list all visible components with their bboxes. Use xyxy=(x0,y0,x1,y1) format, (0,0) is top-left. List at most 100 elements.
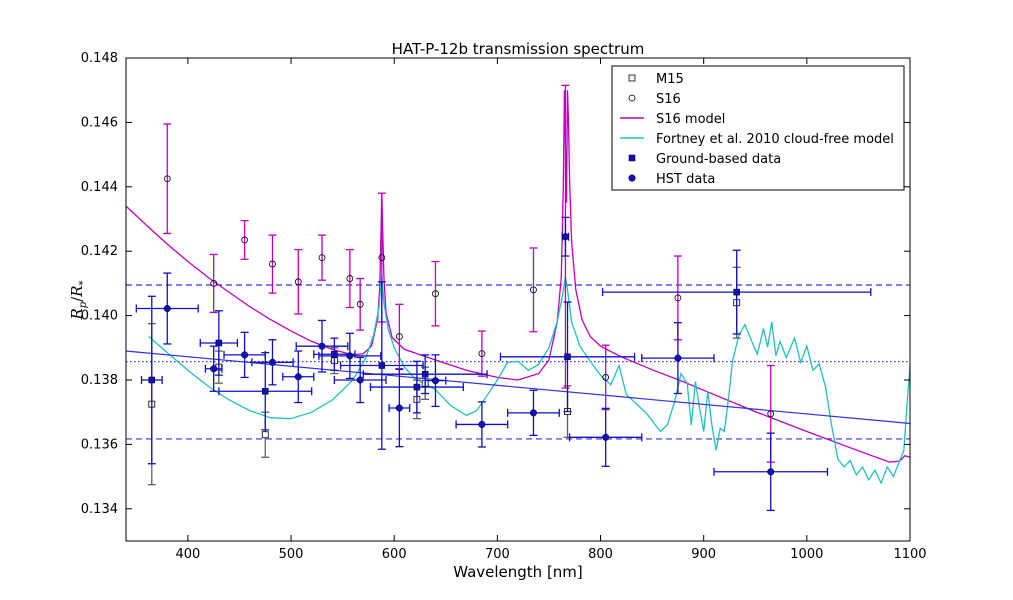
s16-point xyxy=(240,219,249,260)
hst-marker xyxy=(478,420,486,428)
legend-label: Ground-based data xyxy=(656,152,781,167)
s16-point xyxy=(294,248,303,315)
ground-point xyxy=(339,281,424,450)
legend-s16-marker xyxy=(628,94,636,102)
hst-marker xyxy=(529,409,538,417)
x-tick-label: 500 xyxy=(279,547,304,562)
hst-point xyxy=(251,339,294,386)
ground-point xyxy=(140,295,163,465)
hst-marker xyxy=(674,354,682,362)
chart-title: HAT-P-12b transmission spectrum xyxy=(392,40,645,58)
s16-point xyxy=(209,253,218,314)
ground-marker xyxy=(733,288,740,296)
legend-entry: M15 xyxy=(628,72,684,87)
hst-marker xyxy=(210,365,218,373)
x-tick-label: 1000 xyxy=(790,547,823,562)
x-tick-label: 400 xyxy=(175,547,200,562)
s16-marker xyxy=(356,300,364,308)
legend-m15-marker xyxy=(628,74,636,82)
hst-marker xyxy=(241,351,249,359)
hst-point xyxy=(507,389,560,437)
s16-point xyxy=(431,260,440,327)
legend-hst-marker xyxy=(628,174,636,182)
s16-marker xyxy=(294,278,302,286)
ground-marker xyxy=(378,362,386,369)
hst-marker xyxy=(561,233,570,241)
hst-point xyxy=(568,407,643,467)
hst-marker xyxy=(294,373,302,381)
s16-marker xyxy=(378,254,386,262)
s16-point xyxy=(268,234,277,294)
hst-point xyxy=(561,216,570,257)
ground-point xyxy=(499,301,636,413)
legend: M15 S16 S16 model Fortney et al. 2010 cloud… xyxy=(611,65,905,191)
legend-label: HST data xyxy=(656,172,715,187)
y-tick-label: 0.136 xyxy=(81,437,118,452)
legend-entry: HST data xyxy=(628,172,715,187)
y-label-denominator-sub: * xyxy=(78,280,89,285)
hst-point xyxy=(455,401,509,448)
hst-marker xyxy=(346,352,354,360)
fortney-model-curve xyxy=(148,275,910,485)
hst-point xyxy=(318,332,382,380)
s16-point xyxy=(601,344,610,411)
s16-marker xyxy=(346,275,354,282)
hst-point xyxy=(388,368,411,448)
hst-marker xyxy=(356,376,364,384)
legend-label: M15 xyxy=(656,72,684,87)
s16-marker xyxy=(269,260,276,268)
hst-point xyxy=(223,331,266,379)
hst-point xyxy=(333,356,387,404)
legend-label: S16 model xyxy=(656,112,725,127)
x-tick-label: 900 xyxy=(691,547,716,562)
y-tick-label: 0.142 xyxy=(81,244,118,259)
s16-point xyxy=(345,248,354,309)
ground-marker xyxy=(262,388,269,395)
ground-marker xyxy=(331,350,338,358)
x-tick-label: 700 xyxy=(485,547,510,562)
ground-point xyxy=(199,310,239,376)
y-label-numerator-sub: p xyxy=(78,301,89,308)
ground-point xyxy=(601,249,872,335)
hst-point xyxy=(282,350,315,404)
legend-entry: Fortney et al. 2010 cloud-free model xyxy=(620,132,894,147)
m15-marker xyxy=(261,431,269,439)
y-label-numerator: R xyxy=(68,308,86,320)
s16-marker xyxy=(767,410,775,418)
hst-marker xyxy=(602,433,610,441)
ground-point xyxy=(362,354,488,395)
x-tick-label: 800 xyxy=(588,547,613,562)
ground-point xyxy=(218,351,313,431)
hst-point xyxy=(713,432,829,512)
s16-model-curve xyxy=(126,90,910,463)
s16-marker xyxy=(432,290,439,298)
s16-marker xyxy=(241,236,249,244)
s16-point xyxy=(318,234,326,281)
legend-label: Fortney et al. 2010 cloud-free model xyxy=(656,132,894,147)
s16-point xyxy=(477,330,486,377)
y-tick-label: 0.146 xyxy=(81,115,118,130)
y-tick-label: 0.140 xyxy=(81,309,118,324)
s16-marker xyxy=(674,294,682,302)
s16-point xyxy=(395,303,404,370)
hst-marker xyxy=(395,404,403,412)
x-axis-label: Wavelength [nm] xyxy=(453,563,583,581)
hst-point xyxy=(295,319,349,373)
hst-point xyxy=(641,322,715,395)
y-tick-label: 0.148 xyxy=(81,51,118,66)
ground-marker xyxy=(421,370,429,378)
hst-point xyxy=(204,345,223,392)
s16-marker xyxy=(318,254,326,262)
y-tick-label: 0.138 xyxy=(81,373,118,388)
hst-marker xyxy=(268,358,277,366)
ground-marker xyxy=(148,376,156,384)
y-tick-label: 0.144 xyxy=(81,180,118,195)
s16-marker xyxy=(478,350,486,357)
x-tick-label: 600 xyxy=(382,547,407,562)
ground-point xyxy=(369,360,464,414)
hst-point xyxy=(135,272,199,345)
s16-point xyxy=(356,277,365,331)
hst-marker xyxy=(318,342,326,350)
hst-marker xyxy=(767,468,775,476)
